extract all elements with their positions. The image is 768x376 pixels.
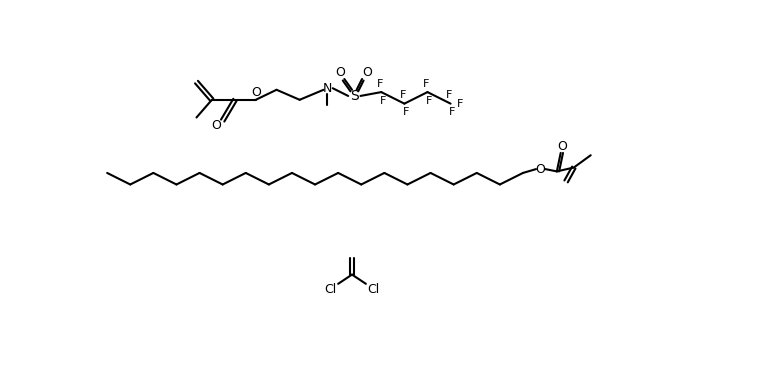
Text: O: O: [211, 119, 221, 132]
Text: O: O: [362, 66, 372, 79]
Text: O: O: [335, 66, 345, 79]
Text: Cl: Cl: [324, 284, 336, 297]
Text: Cl: Cl: [367, 284, 379, 297]
Text: F: F: [422, 79, 429, 89]
Text: F: F: [449, 107, 455, 117]
Text: O: O: [535, 162, 545, 176]
Text: F: F: [379, 96, 386, 106]
Text: F: F: [457, 99, 463, 109]
Text: F: F: [399, 90, 406, 100]
Text: S: S: [350, 89, 359, 103]
Text: O: O: [251, 86, 260, 99]
Text: O: O: [558, 140, 567, 153]
Text: F: F: [402, 107, 409, 117]
Text: F: F: [376, 79, 383, 89]
Text: F: F: [446, 90, 452, 100]
Text: N: N: [323, 82, 332, 95]
Text: F: F: [425, 96, 432, 106]
